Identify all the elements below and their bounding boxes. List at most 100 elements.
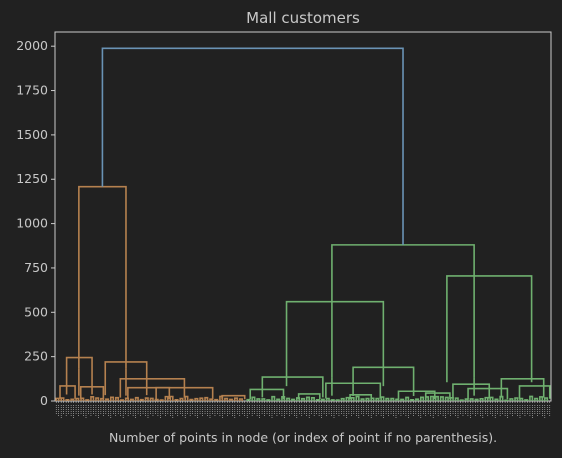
leaf-link [75, 397, 80, 401]
leaf-link [209, 398, 214, 401]
dendrogram-link [352, 366, 415, 396]
leaf-link [543, 397, 549, 401]
leaf-link [345, 396, 350, 401]
leaf-link [330, 399, 335, 401]
leaf-link [454, 397, 459, 401]
y-tick-label: 250 [24, 349, 48, 364]
chart-title: Mall customers [246, 9, 360, 27]
dendrogram-link [397, 390, 436, 400]
leaf-link [444, 396, 449, 401]
leaf-link [410, 398, 415, 401]
dendrogram-link [127, 386, 171, 400]
leaf-link [266, 399, 271, 401]
dendrogram-link [297, 393, 321, 400]
leaf-link [340, 397, 345, 401]
leaf-link [295, 397, 301, 401]
leaf-link [134, 396, 139, 401]
dendrogram-link [452, 383, 491, 399]
leaf-link [85, 399, 90, 401]
leaf-link [474, 398, 479, 401]
leaf-link [184, 395, 189, 401]
leaf-link [439, 396, 444, 401]
y-tick-label: 0 [40, 393, 48, 408]
leaf-link [65, 399, 70, 401]
dendrogram-link [325, 382, 382, 399]
dendrogram-link [155, 386, 214, 400]
y-tick-label: 1750 [16, 83, 48, 98]
leaf-link [90, 396, 95, 401]
leaf-link [400, 398, 405, 401]
dendrogram-link [79, 386, 105, 399]
leaf-link [234, 397, 239, 401]
leaf-link [179, 397, 184, 401]
leaf-link [380, 396, 385, 401]
dendrogram-link [349, 393, 373, 400]
leaf-link [335, 399, 340, 401]
leaf-link [238, 398, 244, 401]
dendrogram-link [285, 300, 385, 387]
dendrogram-link [65, 356, 93, 395]
leaf-link [189, 398, 194, 401]
dendrogram-link [446, 275, 533, 383]
leaf-link [139, 398, 144, 401]
axes-frame [54, 31, 552, 402]
leaf-link [271, 395, 276, 401]
leaf-link [479, 397, 484, 401]
leaf-link [251, 396, 256, 401]
leaf-link [434, 395, 439, 401]
leaf-link [70, 398, 75, 401]
plot-area: 0 250 500 750 1000 1250 1500 1750 2000 [16, 31, 552, 418]
y-tick-label: 500 [24, 304, 48, 319]
dendrogram-link [518, 385, 551, 399]
leaf-link [60, 397, 65, 401]
leaf-link [464, 398, 469, 401]
leaf-link [534, 397, 539, 401]
leaf-link [469, 398, 474, 401]
y-tick-label: 750 [24, 260, 48, 275]
leaf-link [390, 397, 395, 401]
dendrogram-link [424, 392, 451, 400]
leaf-link [494, 398, 499, 401]
leaf-link [489, 396, 494, 401]
leaf-link [395, 398, 400, 401]
leaf-link [129, 398, 134, 401]
leaf-link [449, 396, 454, 401]
leaf-link [429, 395, 435, 401]
x-axis-label: Number of points in node (or index of po… [109, 430, 497, 445]
leaf-link [159, 399, 164, 401]
leaf-link [95, 397, 100, 401]
leaf-link [224, 397, 229, 401]
leaf-link [246, 398, 251, 401]
leaf-link [350, 396, 355, 401]
dendrogram-link [249, 388, 285, 400]
leaf-link [519, 397, 524, 401]
leaf-link [124, 397, 129, 401]
leaf-link [55, 397, 60, 401]
leaf-link [459, 399, 464, 401]
root-link [101, 47, 404, 245]
leaf-link [281, 396, 286, 401]
dendrogram-link [467, 387, 509, 400]
leaf-link [310, 396, 315, 401]
leaf-link [524, 399, 529, 401]
y-tick-label: 1250 [16, 171, 48, 186]
leaf-link [315, 398, 320, 401]
leaf-link [154, 398, 159, 401]
leaf-link [164, 395, 169, 401]
leaf-link [365, 397, 370, 401]
dendrogram-link [261, 376, 324, 398]
leaf-link [110, 396, 115, 401]
y-tick-label: 1000 [16, 216, 48, 231]
leaf-link [174, 399, 179, 401]
leaf-link [424, 396, 430, 401]
leaf-link [114, 396, 120, 401]
leaf-link [320, 398, 325, 401]
dendrogram-link [59, 385, 76, 399]
leaf-link [286, 397, 291, 401]
leaf-link [100, 397, 105, 401]
leaf-link [119, 399, 124, 401]
leaf-link [484, 396, 489, 401]
leaf-link [229, 398, 234, 401]
